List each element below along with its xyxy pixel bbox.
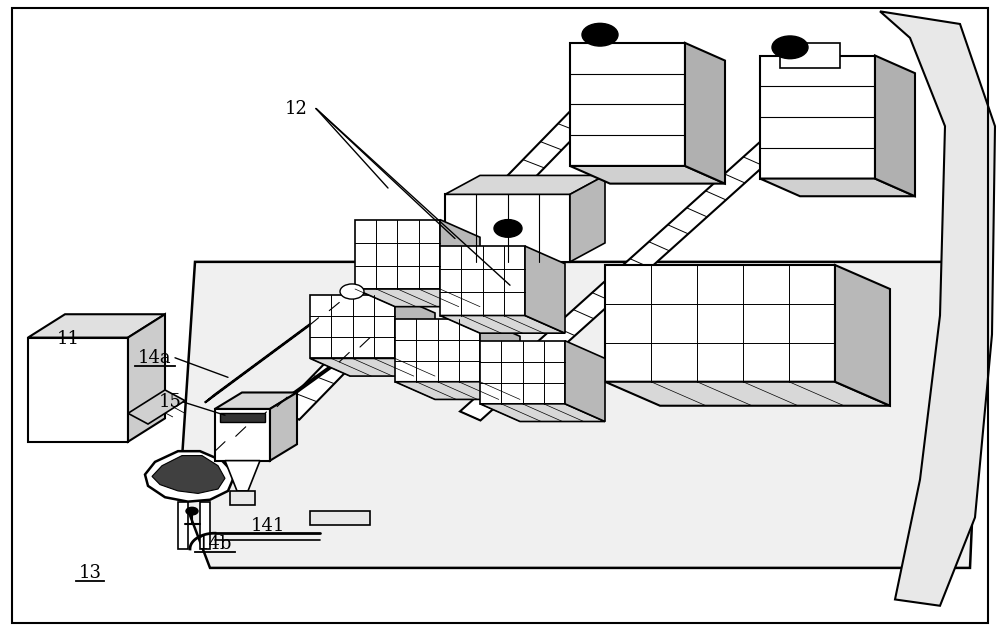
- Polygon shape: [270, 392, 297, 461]
- Polygon shape: [605, 382, 890, 406]
- Polygon shape: [780, 43, 840, 68]
- Polygon shape: [570, 43, 685, 166]
- Polygon shape: [605, 265, 835, 382]
- Circle shape: [186, 507, 198, 515]
- Polygon shape: [310, 358, 435, 376]
- Polygon shape: [835, 265, 890, 406]
- Circle shape: [772, 36, 808, 59]
- Polygon shape: [145, 451, 235, 502]
- Polygon shape: [395, 382, 520, 399]
- Polygon shape: [565, 341, 605, 422]
- Text: 13: 13: [78, 564, 102, 582]
- Polygon shape: [310, 511, 370, 525]
- Text: 11: 11: [56, 331, 80, 348]
- Polygon shape: [460, 106, 820, 420]
- Polygon shape: [440, 316, 565, 333]
- Polygon shape: [28, 338, 128, 442]
- Polygon shape: [28, 314, 165, 338]
- Polygon shape: [200, 502, 210, 549]
- Polygon shape: [445, 175, 605, 194]
- Polygon shape: [440, 246, 525, 316]
- Polygon shape: [570, 166, 725, 184]
- Polygon shape: [128, 390, 185, 424]
- Polygon shape: [355, 220, 440, 289]
- Polygon shape: [230, 491, 255, 505]
- Text: 12: 12: [285, 100, 307, 117]
- Circle shape: [340, 284, 364, 299]
- Polygon shape: [760, 179, 915, 196]
- Polygon shape: [480, 319, 520, 399]
- Polygon shape: [225, 461, 260, 491]
- Polygon shape: [880, 11, 995, 606]
- Polygon shape: [395, 319, 480, 382]
- Polygon shape: [875, 56, 915, 196]
- Text: 141: 141: [251, 517, 285, 535]
- Polygon shape: [220, 413, 265, 422]
- Polygon shape: [215, 409, 270, 461]
- Polygon shape: [205, 287, 360, 403]
- Polygon shape: [215, 338, 370, 451]
- Polygon shape: [480, 341, 565, 404]
- Polygon shape: [480, 404, 605, 422]
- Text: 14a: 14a: [138, 349, 172, 367]
- Polygon shape: [570, 175, 605, 262]
- Polygon shape: [178, 502, 188, 549]
- Text: 15: 15: [159, 393, 181, 411]
- Polygon shape: [760, 56, 875, 179]
- Polygon shape: [215, 392, 297, 409]
- Polygon shape: [278, 52, 649, 420]
- Polygon shape: [310, 295, 395, 358]
- Polygon shape: [685, 43, 725, 184]
- Polygon shape: [180, 262, 980, 568]
- Polygon shape: [128, 314, 165, 442]
- Polygon shape: [445, 194, 570, 262]
- Circle shape: [494, 220, 522, 237]
- Polygon shape: [525, 246, 565, 333]
- Circle shape: [582, 23, 618, 46]
- Polygon shape: [355, 289, 480, 307]
- Polygon shape: [152, 456, 225, 493]
- Polygon shape: [440, 220, 480, 307]
- Polygon shape: [395, 295, 435, 376]
- Text: 14b: 14b: [198, 535, 232, 553]
